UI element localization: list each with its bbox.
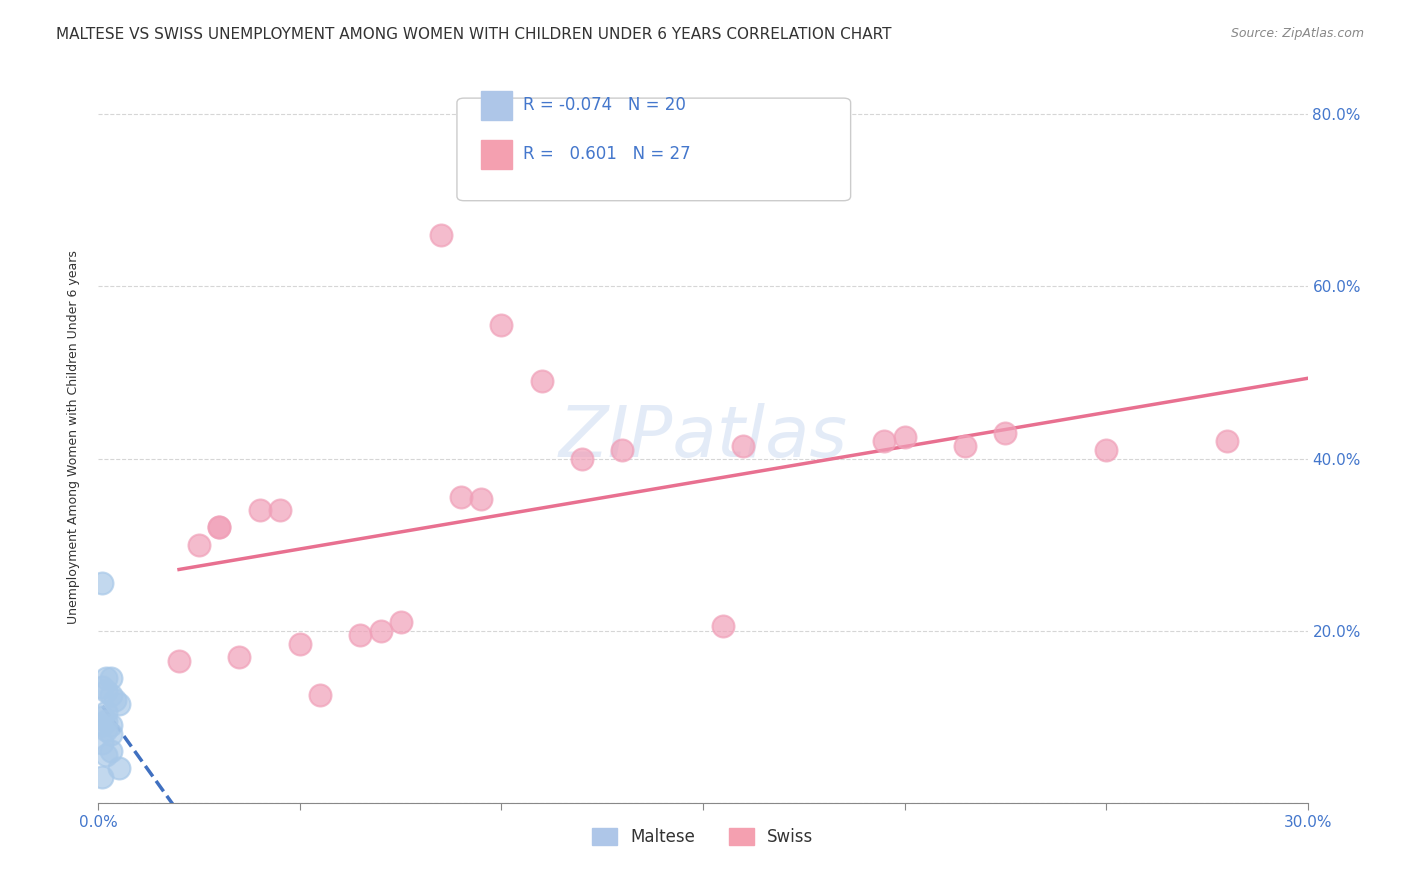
Point [96, 706, 118, 720]
Text: ZIPatlas: ZIPatlas [558, 402, 848, 472]
Point [994, 425, 1017, 440]
Point [100, 718, 122, 732]
Point [430, 227, 453, 242]
Point [612, 442, 634, 457]
Point [91, 735, 114, 749]
Point [249, 503, 271, 517]
Point [96, 684, 118, 698]
Point [893, 430, 915, 444]
Point [530, 374, 553, 388]
Point [733, 439, 755, 453]
Point [450, 491, 472, 505]
Text: MALTESE VS SWISS UNEMPLOYMENT AMONG WOMEN WITH CHILDREN UNDER 6 YEARS CORRELATIO: MALTESE VS SWISS UNEMPLOYMENT AMONG WOME… [56, 27, 891, 42]
Point [107, 761, 129, 775]
Point [96, 714, 118, 728]
Point [103, 692, 125, 706]
Legend: Maltese, Swiss: Maltese, Swiss [586, 822, 820, 853]
Y-axis label: Unemployment Among Women with Children Under 6 years: Unemployment Among Women with Children U… [66, 250, 80, 624]
Point [91, 770, 114, 784]
Point [100, 744, 122, 758]
Point [96, 748, 118, 763]
Text: R = -0.074   N = 20: R = -0.074 N = 20 [523, 96, 686, 114]
Point [96, 671, 118, 685]
Point [288, 637, 311, 651]
Point [389, 615, 412, 629]
Point [470, 491, 492, 506]
Point [1216, 434, 1239, 449]
Point [1095, 442, 1118, 457]
Point [188, 538, 211, 552]
Point [167, 654, 190, 668]
Point [100, 688, 122, 702]
Point [208, 520, 231, 534]
Point [571, 451, 593, 466]
Point [491, 318, 513, 333]
Point [228, 649, 250, 664]
Point [91, 576, 114, 591]
Point [91, 718, 114, 732]
Point [96, 723, 118, 737]
Point [91, 710, 114, 724]
Text: Source: ZipAtlas.com: Source: ZipAtlas.com [1230, 27, 1364, 40]
Point [309, 688, 332, 702]
Point [711, 619, 734, 633]
Point [100, 671, 122, 685]
Point [208, 520, 231, 534]
Point [873, 434, 896, 449]
Point [100, 727, 122, 741]
Point [349, 628, 371, 642]
Point [107, 697, 129, 711]
Point [269, 503, 291, 517]
Point [953, 439, 976, 453]
Text: R =   0.601   N = 27: R = 0.601 N = 27 [523, 145, 690, 163]
Point [91, 680, 114, 694]
Point [370, 624, 392, 638]
